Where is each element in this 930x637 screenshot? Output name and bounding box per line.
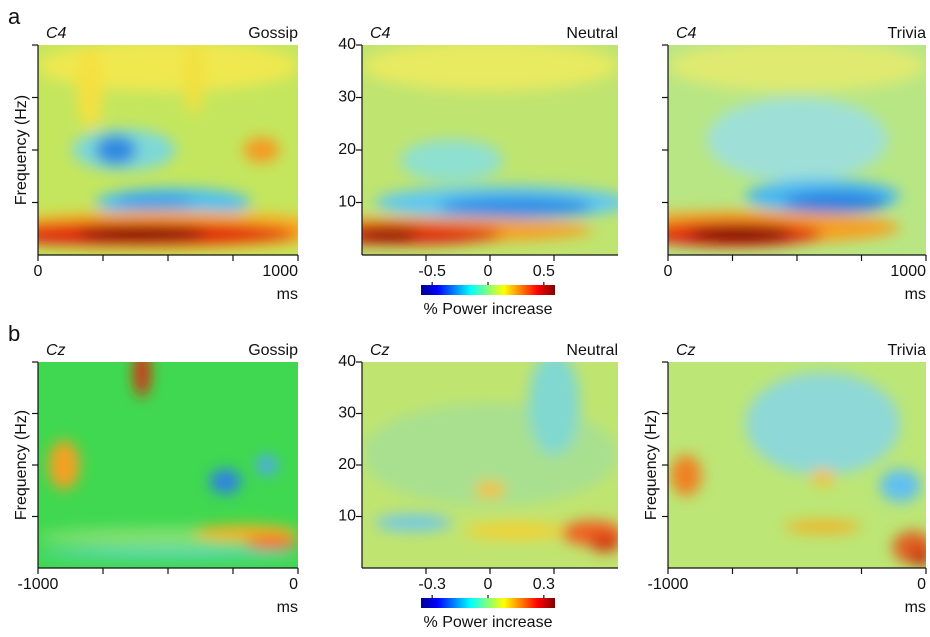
heatmap-blob bbox=[243, 137, 280, 163]
colorbar-tick-label: -0.3 bbox=[418, 576, 446, 593]
heatmap-blob bbox=[48, 440, 80, 490]
colorbar bbox=[421, 285, 555, 295]
y-axis-label: Frequency (Hz) bbox=[13, 410, 30, 520]
electrode: Cz bbox=[676, 342, 696, 359]
heatmap-blob bbox=[256, 454, 278, 476]
colorbar-label: % Power increase bbox=[424, 614, 553, 631]
heatmap-blob bbox=[95, 135, 137, 165]
y-axis-label: Frequency (Hz) bbox=[13, 95, 30, 205]
heatmap-blob bbox=[374, 514, 452, 531]
x-tick-label: 0 bbox=[664, 263, 673, 280]
heatmap-blobs bbox=[38, 45, 298, 249]
heatmap-blob bbox=[77, 45, 103, 129]
x-axis-label: ms bbox=[905, 286, 926, 303]
heatmap bbox=[668, 362, 926, 568]
y-tick-label: 20 bbox=[338, 456, 356, 473]
x-axis-label: ms bbox=[277, 599, 298, 616]
heatmap-blob bbox=[183, 45, 205, 115]
x-axis-label: ms bbox=[905, 599, 926, 616]
heatmap-blobs bbox=[670, 372, 926, 566]
heatmap bbox=[362, 362, 618, 568]
x-tick-label: -1000 bbox=[648, 576, 689, 593]
condition: Gossip bbox=[248, 25, 298, 42]
panel-label: a bbox=[8, 4, 21, 29]
condition: Trivia bbox=[887, 342, 926, 359]
heatmap-blob bbox=[246, 537, 298, 550]
heatmap-blob bbox=[474, 481, 506, 498]
heatmap bbox=[38, 362, 298, 568]
x-tick-label: 0 bbox=[917, 576, 926, 593]
heatmap-blobs bbox=[668, 45, 926, 247]
heatmap-blob bbox=[670, 454, 702, 496]
colorbar-tick-label: 0 bbox=[484, 263, 493, 280]
electrode: C4 bbox=[676, 25, 697, 42]
heatmap-blob bbox=[77, 227, 207, 241]
electrode: C4 bbox=[370, 25, 391, 42]
heatmap-blobs bbox=[38, 362, 298, 560]
heatmap-blob bbox=[362, 45, 618, 92]
heatmap bbox=[38, 45, 298, 255]
heatmap-blob bbox=[784, 192, 888, 213]
heatmap-blob bbox=[362, 227, 419, 241]
heatmap-blob bbox=[589, 535, 618, 552]
heatmap-blob bbox=[688, 227, 792, 241]
heatmap bbox=[362, 45, 618, 255]
heatmap-blob bbox=[745, 372, 901, 476]
heatmap-blob bbox=[706, 97, 888, 182]
y-tick-label: 30 bbox=[338, 89, 356, 106]
x-tick-label: 0 bbox=[289, 576, 298, 593]
heatmap-blob bbox=[528, 362, 580, 455]
x-tick-label: 1000 bbox=[262, 263, 298, 280]
heatmap-blob bbox=[910, 549, 926, 566]
heatmap-blob bbox=[879, 469, 921, 503]
heatmap-blob bbox=[464, 522, 567, 540]
y-tick-label: 10 bbox=[338, 508, 356, 525]
y-axis-label: Frequency (Hz) bbox=[643, 410, 660, 520]
electrode: Cz bbox=[46, 342, 66, 359]
heatmap-blob bbox=[209, 469, 241, 494]
x-tick-label: 0 bbox=[34, 263, 43, 280]
heatmap-blob bbox=[668, 45, 926, 92]
heatmap-blob bbox=[400, 139, 503, 182]
heatmap-blobs bbox=[362, 362, 618, 552]
electrode: C4 bbox=[46, 25, 67, 42]
heatmap-blob bbox=[116, 194, 194, 211]
condition: Neutral bbox=[566, 25, 618, 42]
y-tick-label: 40 bbox=[338, 353, 356, 370]
y-tick-label: 30 bbox=[338, 405, 356, 422]
colorbar-label: % Power increase bbox=[424, 301, 553, 318]
heatmap-blob bbox=[38, 45, 298, 92]
x-axis-label: ms bbox=[277, 286, 298, 303]
condition: Gossip bbox=[248, 342, 298, 359]
y-tick-label: 10 bbox=[338, 194, 356, 211]
heatmap-blob bbox=[38, 547, 298, 560]
y-tick-label: 20 bbox=[338, 141, 356, 158]
condition: Trivia bbox=[887, 25, 926, 42]
colorbar-tick-label: 0.3 bbox=[533, 576, 555, 593]
x-tick-label: 1000 bbox=[890, 263, 926, 280]
heatmap-blob bbox=[438, 196, 593, 218]
heatmap-blob bbox=[134, 362, 150, 398]
heatmap-blobs bbox=[362, 45, 618, 245]
condition: Neutral bbox=[566, 342, 618, 359]
heatmap bbox=[668, 45, 926, 255]
colorbar-tick-label: -0.5 bbox=[418, 263, 446, 280]
y-tick-label: 40 bbox=[338, 36, 356, 53]
heatmap-blob bbox=[194, 524, 298, 542]
colorbar-tick-label: 0.5 bbox=[533, 263, 555, 280]
electrode: Cz bbox=[370, 342, 390, 359]
panel-label: b bbox=[8, 321, 20, 346]
x-tick-label: -1000 bbox=[18, 576, 59, 593]
colorbar bbox=[421, 598, 555, 608]
heatmap-blob bbox=[809, 469, 836, 486]
heatmap-blob bbox=[784, 520, 862, 533]
colorbar-tick-label: 0 bbox=[484, 576, 493, 593]
